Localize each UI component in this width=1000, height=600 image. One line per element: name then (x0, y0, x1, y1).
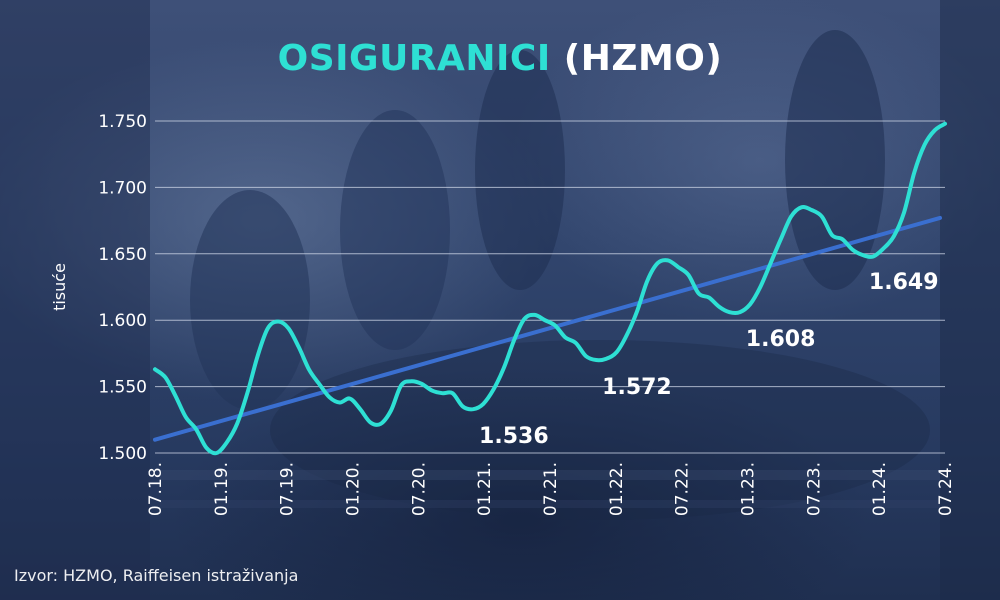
x-tick-label: 01.22. (607, 462, 627, 516)
x-tick-label: 01.21. (475, 462, 495, 516)
x-tick-label: 01.20. (344, 462, 364, 516)
data-label: 1.649 (869, 270, 939, 295)
x-tick-label: 07.20. (409, 462, 429, 516)
title-sub: (HZMO) (563, 38, 723, 79)
y-tick-label: 1.750 (98, 112, 147, 132)
data-labels: 1.536 1.572 1.608 1.649 (479, 270, 938, 449)
x-tick-label: 01.19. (212, 462, 232, 516)
x-tick-label: 01.23. (739, 462, 759, 516)
y-tick-label: 1.650 (98, 245, 147, 265)
y-tick-label: 1.700 (98, 178, 147, 198)
x-tick-label: 07.23. (804, 462, 824, 516)
x-tick-label: 07.24. (936, 462, 956, 516)
x-axis: 07.18. 01.19. 07.19. 01.20. 07.20. 01.21. 07.2… (146, 462, 956, 516)
chart-title: OSIGURANICI (HZMO) (0, 38, 1000, 79)
gridlines (155, 120, 945, 454)
x-tick-label: 01.24. (870, 462, 890, 516)
data-label: 1.572 (602, 375, 672, 400)
y-axis-label: tisuće (50, 263, 69, 311)
y-tick-label: 1.550 (98, 378, 147, 398)
series-layer (153, 121, 947, 456)
title-main: OSIGURANICI (277, 38, 551, 79)
y-axis: 1.500 1.550 1.600 1.650 1.700 1.750 (98, 112, 147, 464)
x-tick-label: 07.18. (146, 462, 166, 516)
x-tick-label: 07.22. (673, 462, 693, 516)
data-label: 1.536 (479, 424, 549, 449)
x-tick-label: 07.19. (278, 462, 298, 516)
data-label: 1.608 (746, 327, 816, 352)
series-line (153, 121, 947, 456)
trend-line (153, 215, 942, 442)
x-tick-label: 07.21. (541, 462, 561, 516)
y-tick-label: 1.500 (98, 444, 147, 464)
y-tick-label: 1.600 (98, 311, 147, 331)
source-note: Izvor: HZMO, Raiffeisen istraživanja (14, 566, 299, 585)
